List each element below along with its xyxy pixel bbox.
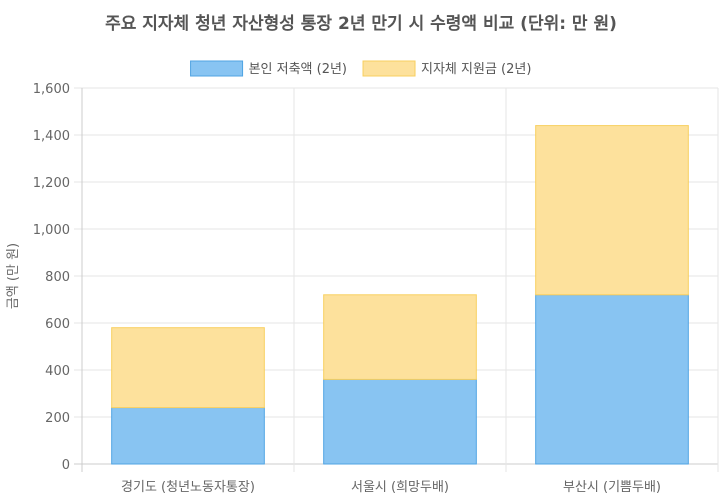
y-tick-label: 200 — [45, 411, 70, 426]
bar-local-support — [111, 327, 265, 409]
bar-local-support — [535, 125, 689, 296]
y-tick-label: 1,400 — [33, 129, 70, 144]
y-tick-label: 0 — [62, 458, 70, 473]
y-tick-label: 1,600 — [33, 82, 70, 97]
legend-label: 본인 저축액 (2년) — [249, 62, 347, 77]
bar-self-savings — [535, 294, 689, 465]
x-tick-label: 부산시 (기쁨두배) — [563, 480, 661, 495]
legend: 본인 저축액 (2년) 지자체 지원금 (2년) — [190, 60, 531, 77]
chart-title: 주요 지자체 청년 자산형성 통장 2년 만기 시 수령액 비교 (단위: 만 … — [105, 13, 617, 34]
x-axis-ticks: 경기도 (청년노동자통장) 서울시 (희망두배) 부산시 (기쁨두배) — [121, 480, 661, 495]
x-tick-label: 경기도 (청년노동자통장) — [121, 480, 255, 495]
legend-swatch — [190, 60, 244, 77]
x-tick-label: 서울시 (희망두배) — [351, 480, 449, 495]
legend-item[interactable]: 지자체 지원금 (2년) — [362, 60, 531, 77]
bars — [111, 125, 689, 465]
bar-self-savings — [323, 378, 477, 465]
legend-swatch — [362, 60, 416, 77]
bar-self-savings — [111, 407, 265, 465]
y-tick-label: 1,000 — [33, 223, 70, 238]
legend-item[interactable]: 본인 저축액 (2년) — [190, 60, 347, 77]
y-axis-label: 금액 (만 원) — [6, 243, 21, 309]
y-axis-ticks: 0 200 400 600 800 1,000 1,200 1,400 1,600 — [33, 82, 70, 473]
legend-label: 지자체 지원금 (2년) — [421, 62, 531, 77]
y-tick-label: 800 — [45, 270, 70, 285]
y-tick-label: 400 — [45, 364, 70, 379]
y-tick-label: 600 — [45, 317, 70, 332]
bar-local-support — [323, 294, 477, 380]
y-tick-label: 1,200 — [33, 176, 70, 191]
